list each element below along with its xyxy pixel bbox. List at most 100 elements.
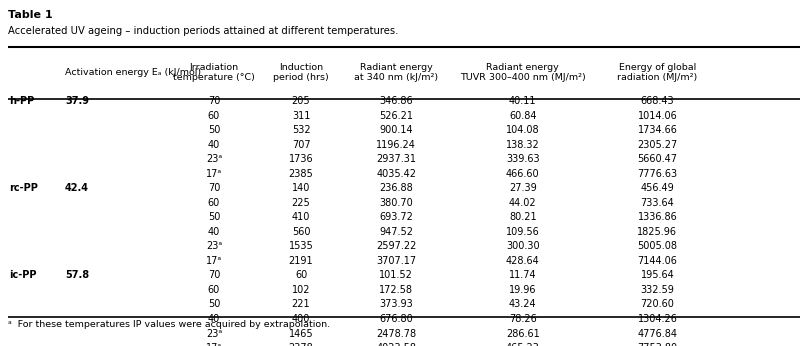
Text: 286.61: 286.61 <box>506 329 540 338</box>
Text: 1736: 1736 <box>289 154 314 164</box>
Text: 668.43: 668.43 <box>641 96 674 106</box>
Text: 37.9: 37.9 <box>65 96 89 106</box>
Text: Activation energy Eₐ (kJ/mol): Activation energy Eₐ (kJ/mol) <box>65 68 201 77</box>
Text: 7753.80: 7753.80 <box>638 343 678 346</box>
Text: 1734.66: 1734.66 <box>638 125 678 135</box>
Text: 19.96: 19.96 <box>509 285 537 295</box>
Text: 693.72: 693.72 <box>379 212 413 222</box>
Text: 707: 707 <box>292 140 310 149</box>
Text: Accelerated UV ageing – induction periods attained at different temperatures.: Accelerated UV ageing – induction period… <box>8 26 398 36</box>
Text: 733.64: 733.64 <box>641 198 674 208</box>
Text: 1535: 1535 <box>289 242 314 251</box>
Text: Radiant energy
at 340 nm (kJ/m²): Radiant energy at 340 nm (kJ/m²) <box>354 63 438 82</box>
Text: 50: 50 <box>208 300 220 309</box>
Text: 2937.31: 2937.31 <box>376 154 416 164</box>
Text: 676.80: 676.80 <box>379 314 413 324</box>
Text: 1336.86: 1336.86 <box>638 212 678 222</box>
Text: 526.21: 526.21 <box>379 111 413 120</box>
Text: 138.32: 138.32 <box>506 140 540 149</box>
Text: 225: 225 <box>292 198 310 208</box>
Text: 7776.63: 7776.63 <box>638 169 678 179</box>
Text: 221: 221 <box>292 300 310 309</box>
Text: 195.64: 195.64 <box>641 271 674 280</box>
Text: 60: 60 <box>208 111 220 120</box>
Text: rc-PP: rc-PP <box>10 183 38 193</box>
Text: 1304.26: 1304.26 <box>638 314 678 324</box>
Text: 4023.58: 4023.58 <box>376 343 416 346</box>
Text: 11.74: 11.74 <box>509 271 537 280</box>
Text: 109.56: 109.56 <box>506 227 540 237</box>
Text: 4035.42: 4035.42 <box>376 169 416 179</box>
Text: 60: 60 <box>208 198 220 208</box>
Text: 50: 50 <box>208 212 220 222</box>
Text: 57.8: 57.8 <box>65 271 89 280</box>
Text: 332.59: 332.59 <box>641 285 674 295</box>
Text: 311: 311 <box>292 111 310 120</box>
Text: 23ᵃ: 23ᵃ <box>206 154 222 164</box>
Text: 17ᵃ: 17ᵃ <box>206 169 222 179</box>
Text: 339.63: 339.63 <box>506 154 540 164</box>
Text: 40: 40 <box>208 227 220 237</box>
Text: ic-PP: ic-PP <box>10 271 37 280</box>
Text: 70: 70 <box>208 183 220 193</box>
Text: 44.02: 44.02 <box>509 198 537 208</box>
Text: h-PP: h-PP <box>10 96 35 106</box>
Text: 2478.78: 2478.78 <box>376 329 416 338</box>
Text: 380.70: 380.70 <box>379 198 413 208</box>
Text: 236.88: 236.88 <box>379 183 413 193</box>
Text: Energy of global
radiation (MJ/m²): Energy of global radiation (MJ/m²) <box>618 63 698 82</box>
Text: 40: 40 <box>208 140 220 149</box>
Text: 2378: 2378 <box>289 343 314 346</box>
Text: 400: 400 <box>292 314 310 324</box>
Text: 720.60: 720.60 <box>641 300 674 309</box>
Text: Radiant energy
TUVR 300–400 nm (MJ/m²): Radiant energy TUVR 300–400 nm (MJ/m²) <box>460 63 586 82</box>
Text: 456.49: 456.49 <box>641 183 674 193</box>
Text: 140: 140 <box>292 183 310 193</box>
Text: 40.11: 40.11 <box>509 96 537 106</box>
Text: Irradiation
temperature (°C): Irradiation temperature (°C) <box>173 63 255 82</box>
Text: 466.60: 466.60 <box>506 169 540 179</box>
Text: 410: 410 <box>292 212 310 222</box>
Text: 172.58: 172.58 <box>379 285 413 295</box>
Text: 900.14: 900.14 <box>379 125 413 135</box>
Text: 1196.24: 1196.24 <box>376 140 416 149</box>
Text: 23ᵃ: 23ᵃ <box>206 242 222 251</box>
Text: Table 1: Table 1 <box>8 10 53 20</box>
Text: 23ᵃ: 23ᵃ <box>206 329 222 338</box>
Text: 1014.06: 1014.06 <box>638 111 678 120</box>
Text: 1465: 1465 <box>289 329 314 338</box>
Text: 42.4: 42.4 <box>65 183 89 193</box>
Text: 7144.06: 7144.06 <box>638 256 678 266</box>
Text: 78.26: 78.26 <box>509 314 537 324</box>
Text: 947.52: 947.52 <box>379 227 413 237</box>
Text: Induction
period (hrs): Induction period (hrs) <box>273 63 329 82</box>
Text: 3707.17: 3707.17 <box>376 256 416 266</box>
Text: 205: 205 <box>292 96 310 106</box>
Text: 2305.27: 2305.27 <box>638 140 678 149</box>
Text: 428.64: 428.64 <box>506 256 540 266</box>
Text: 300.30: 300.30 <box>506 242 540 251</box>
Text: 70: 70 <box>208 96 220 106</box>
Text: 2597.22: 2597.22 <box>376 242 416 251</box>
Text: 43.24: 43.24 <box>509 300 537 309</box>
Text: 50: 50 <box>208 125 220 135</box>
Text: 60: 60 <box>208 285 220 295</box>
Text: 101.52: 101.52 <box>379 271 413 280</box>
Text: 346.86: 346.86 <box>379 96 413 106</box>
Text: 17ᵃ: 17ᵃ <box>206 343 222 346</box>
Text: ᵃ  For these temperatures IP values were acquired by extrapolation.: ᵃ For these temperatures IP values were … <box>8 320 330 329</box>
Text: 70: 70 <box>208 271 220 280</box>
Text: 532: 532 <box>292 125 310 135</box>
Text: 60: 60 <box>295 271 307 280</box>
Text: 5005.08: 5005.08 <box>638 242 678 251</box>
Text: 40: 40 <box>208 314 220 324</box>
Text: 2385: 2385 <box>289 169 314 179</box>
Text: 27.39: 27.39 <box>509 183 537 193</box>
Text: 104.08: 104.08 <box>506 125 540 135</box>
Text: 80.21: 80.21 <box>509 212 537 222</box>
Text: 465.23: 465.23 <box>506 343 540 346</box>
Text: 560: 560 <box>292 227 310 237</box>
Text: 373.93: 373.93 <box>379 300 413 309</box>
Text: 2191: 2191 <box>289 256 314 266</box>
Text: 102: 102 <box>292 285 310 295</box>
